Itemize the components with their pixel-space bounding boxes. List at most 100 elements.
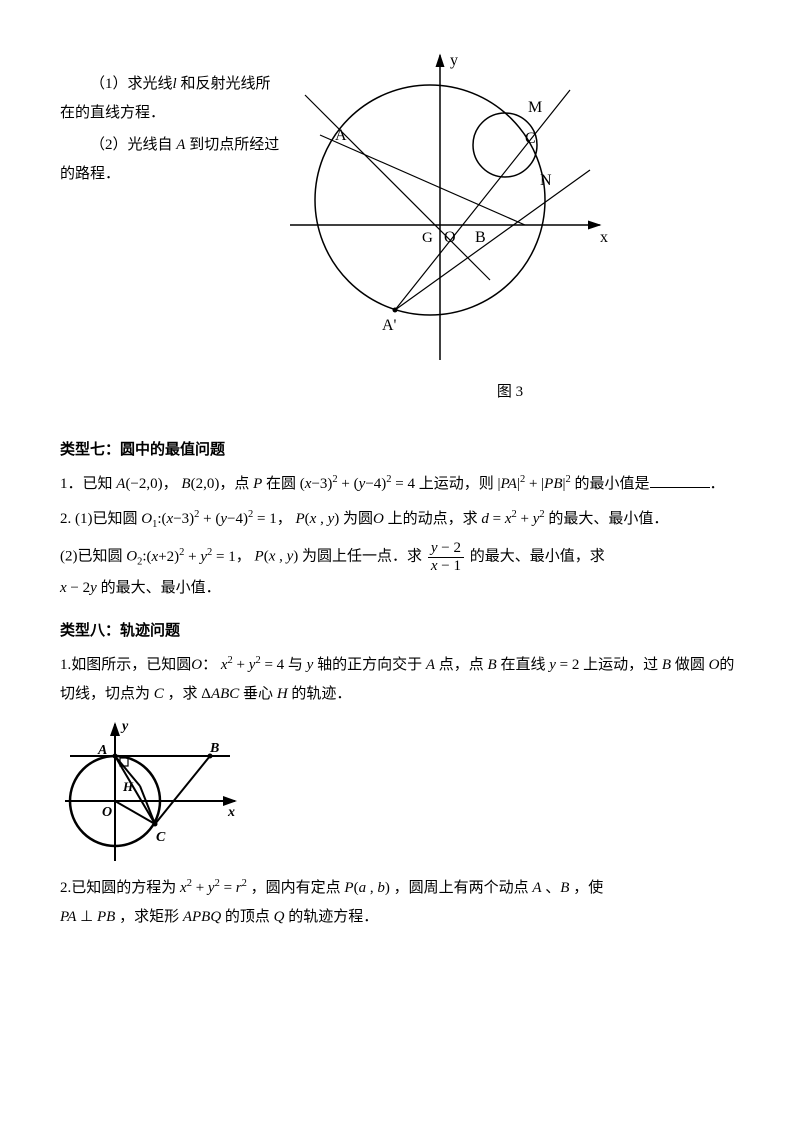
figure-3: y x A A' G O B C M N 图 3	[280, 40, 740, 422]
t8q1A: A	[426, 657, 435, 673]
t8q2Pc: (a , b)	[354, 880, 390, 896]
q2bO2: O	[126, 549, 137, 565]
t8q1m2: 轴的正方向交于	[313, 657, 422, 673]
intro-line-2: （2）光线自 A 到切点所经过的路程．	[60, 131, 280, 188]
t8q1m6: 做圆	[671, 657, 705, 673]
q2bPc: (x , y)	[264, 549, 299, 565]
t8q2p: 2.已知圆的方程为	[60, 880, 176, 896]
figure-3-svg: y x A A' G O B C M N	[280, 40, 620, 370]
figure-3-caption: 图 3	[280, 378, 740, 407]
lbl-O: O	[444, 229, 456, 246]
t8q2m4: ，求矩形	[119, 909, 179, 925]
f8C: C	[156, 830, 166, 845]
q1c1: ，	[163, 476, 178, 492]
heading-type8: 类型八：轨迹问题	[60, 617, 740, 646]
f8B: B	[209, 741, 219, 756]
t1a: （1）求光线	[90, 76, 173, 92]
q2am2: 上的动点，求	[384, 511, 478, 527]
q2aO: O	[373, 511, 384, 527]
t8q1tri: ΔABC	[201, 686, 239, 702]
q2ap: 2. (1)已知圆	[60, 511, 138, 527]
f8y: y	[120, 719, 129, 734]
lbl-B: B	[475, 229, 486, 246]
q2aO1: O	[141, 511, 152, 527]
t8q2B: B	[560, 880, 569, 896]
q2ad: d = x2 + y2	[481, 511, 544, 527]
t2a: （2）光线自	[90, 137, 176, 153]
q1m3: 上运动，则	[419, 476, 494, 492]
t8q1m3: 点，点	[435, 657, 484, 673]
t8q2pr: PB	[97, 909, 115, 925]
q2bexpr: x − 2y	[60, 580, 97, 596]
q2bP: P	[255, 549, 264, 565]
q2ac: :	[157, 511, 161, 527]
q1m4: 的最小值是	[575, 476, 650, 492]
lbl-G: G	[422, 230, 433, 246]
t8q1m9: 垂心	[239, 686, 273, 702]
q1Bc: (2,0)	[191, 476, 220, 492]
q2bp: (2)已知圆	[60, 549, 123, 565]
type8-q1: 1.如图所示，已知圆O： x2 + y2 = 4 与 y 轴的正方向交于 A 点…	[60, 651, 740, 708]
t8q1C: C	[154, 686, 164, 702]
q2aPc: (x , y)	[305, 511, 340, 527]
top-section: （1）求光线l 和反射光线所在的直线方程． （2）光线自 A 到切点所经过的路程…	[60, 40, 740, 422]
q2b-frac: y − 2x − 1	[428, 540, 464, 574]
t8q2perp: ⊥	[76, 909, 97, 925]
type8-q2: 2.已知圆的方程为 x2 + y2 = r2 ，圆内有定点 P(a , b) ，…	[60, 874, 740, 931]
figure-type8: y x A B O C H	[60, 716, 740, 866]
problem-intro: （1）求光线l 和反射光线所在的直线方程． （2）光线自 A 到切点所经过的路程…	[60, 40, 280, 192]
q1-blank	[650, 472, 710, 488]
q2beq: (x+2)2 + y2 = 1	[147, 549, 236, 565]
t8q1m8: ，求	[164, 686, 198, 702]
t8q1m1: 与	[288, 657, 307, 673]
q1m2: 在圆	[262, 476, 296, 492]
type7-q1: 1．已知 A(−2,0)， B(2,0)，点 P 在圆 (x−3)2 + (y−…	[60, 470, 740, 499]
lbl-y: y	[450, 52, 458, 69]
lbl-M: M	[528, 99, 542, 116]
t8q2pl: PA	[60, 909, 76, 925]
q1B: B	[181, 476, 190, 492]
intro-line-1: （1）求光线l 和反射光线所在的直线方程．	[60, 70, 280, 127]
t8q2t: 的轨迹方程．	[288, 909, 378, 925]
q2aeq: (x−3)2 + (y−4)2 = 1	[162, 511, 277, 527]
f8O: O	[102, 805, 112, 820]
q2bt: 的最大、最小值．	[101, 580, 221, 596]
t8q2m1: ，圆内有定点	[251, 880, 341, 896]
q2am1: 为圆	[343, 511, 373, 527]
t8q1eq: x2 + y2 = 4	[221, 657, 284, 673]
t8q1O: O	[191, 657, 202, 673]
t8q2A: A	[532, 880, 541, 896]
t8q1t: 的轨迹．	[288, 686, 352, 702]
t8q2Q: Q	[274, 909, 285, 925]
lbl-A: A	[335, 127, 347, 144]
t8q2P: P	[344, 880, 353, 896]
t8q1c: ：	[202, 657, 217, 673]
t8q2eq: x2 + y2 = r2	[180, 880, 247, 896]
t8q1m5: 上运动，过	[579, 657, 658, 673]
q1pd: ．	[710, 476, 725, 492]
t8q2m3: ，使	[573, 880, 603, 896]
t8q1le: y = 2	[549, 657, 579, 673]
f8x: x	[227, 805, 235, 820]
q1eq: (x−3)2 + (y−4)2 = 4	[300, 476, 415, 492]
t8q1p: 1.如图所示，已知圆	[60, 657, 191, 673]
lbl-C: C	[525, 130, 536, 147]
q2bm1: 为圆上任一点．求	[302, 549, 422, 565]
f8H: H	[122, 779, 134, 794]
lbl-N: N	[540, 172, 552, 189]
q2at: 的最大、最小值．	[548, 511, 668, 527]
q2bc: :	[142, 549, 146, 565]
q2bc1: ，	[236, 549, 251, 565]
heading-type7: 类型七：圆中的最值问题	[60, 436, 740, 465]
t8q1m4: 在直线	[497, 657, 546, 673]
lbl-Ap: A'	[382, 317, 397, 334]
t8q2d: 、	[542, 880, 561, 896]
type7-q2a: 2. (1)已知圆 O1:(x−3)2 + (y−4)2 = 1， P(x , …	[60, 505, 740, 535]
q1PA: |PA|2 + |PB|2	[498, 476, 571, 492]
q1P: P	[253, 476, 262, 492]
t8q1O2: O	[709, 657, 720, 673]
t8q1H: H	[277, 686, 288, 702]
q2ac1: ，	[277, 511, 292, 527]
q1m1: ，点	[219, 476, 249, 492]
figure-type8-svg: y x A B O C H	[60, 716, 250, 866]
